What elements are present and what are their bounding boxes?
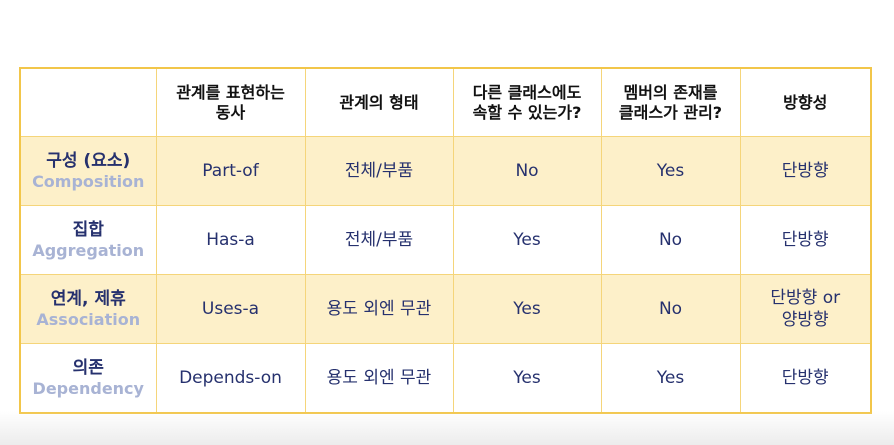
cell-shared: Yes: [452, 274, 602, 345]
header-verb: 관계를 표현하는 동사: [155, 67, 306, 137]
cell-verb: Part-of: [155, 135, 306, 207]
cell-direction: 단방향: [739, 135, 872, 207]
cell-direction: 단방향: [739, 205, 872, 276]
cell-verb: Uses-a: [155, 274, 306, 345]
table-row-dependency: 의존 Dependency Depends-on 용도 외엔 무관 Yes Ye…: [19, 343, 872, 414]
bottom-shadow: [0, 411, 894, 445]
header-form-label: 관계의 형태: [339, 92, 419, 112]
row-label-korean: 연계, 제휴: [50, 289, 126, 310]
row-label-english: Dependency: [32, 379, 144, 399]
header-managed: 멤버의 존재를 클래스가 관리?: [600, 67, 741, 137]
header-direction: 방향성: [739, 67, 872, 137]
cell-direction: 단방향 or 양방향: [739, 274, 872, 345]
cell-managed: No: [600, 274, 741, 345]
row-label-english: Composition: [32, 172, 145, 192]
cell-form: 전체/부품: [304, 205, 454, 276]
row-label-korean: 구성 (요소): [46, 151, 131, 172]
cell-form: 용도 외엔 무관: [304, 343, 454, 414]
cell-form: 전체/부품: [304, 135, 454, 207]
header-empty: [19, 67, 157, 137]
cell-shared: Yes: [452, 343, 602, 414]
header-direction-label: 방향성: [783, 92, 828, 112]
header-shared: 다른 클래스에도 속할 수 있는가?: [452, 67, 602, 137]
cell-direction: 단방향: [739, 343, 872, 414]
cell-shared: Yes: [452, 205, 602, 276]
header-row: 관계를 표현하는 동사 관계의 형태 다른 클래스에도 속할 수 있는가? 멤버…: [19, 67, 872, 137]
table-row-aggregation: 집합 Aggregation Has-a 전체/부품 Yes No 단방향: [19, 205, 872, 276]
header-managed-label: 멤버의 존재를 클래스가 관리?: [618, 82, 723, 122]
cell-form: 용도 외엔 무관: [304, 274, 454, 345]
cell-managed: No: [600, 205, 741, 276]
row-label: 의존 Dependency: [19, 343, 157, 414]
row-label-english: Aggregation: [32, 241, 145, 261]
table-row-association: 연계, 제휴 Association Uses-a 용도 외엔 무관 Yes N…: [19, 274, 872, 345]
cell-managed: Yes: [600, 135, 741, 207]
row-label-korean: 의존: [72, 358, 104, 379]
header-verb-label: 관계를 표현하는 동사: [176, 82, 285, 122]
cell-verb: Has-a: [155, 205, 306, 276]
header-form: 관계의 형태: [304, 67, 454, 137]
relationship-comparison-table: 관계를 표현하는 동사 관계의 형태 다른 클래스에도 속할 수 있는가? 멤버…: [19, 67, 872, 414]
table-row-composition: 구성 (요소) Composition Part-of 전체/부품 No Yes…: [19, 135, 872, 207]
row-label: 집합 Aggregation: [19, 205, 157, 276]
cell-managed: Yes: [600, 343, 741, 414]
row-label: 구성 (요소) Composition: [19, 135, 157, 207]
row-label-korean: 집합: [72, 220, 104, 241]
header-shared-label: 다른 클래스에도 속할 수 있는가?: [472, 82, 582, 122]
row-label-english: Association: [36, 310, 141, 330]
row-label: 연계, 제휴 Association: [19, 274, 157, 345]
cell-shared: No: [452, 135, 602, 207]
cell-verb: Depends-on: [155, 343, 306, 414]
